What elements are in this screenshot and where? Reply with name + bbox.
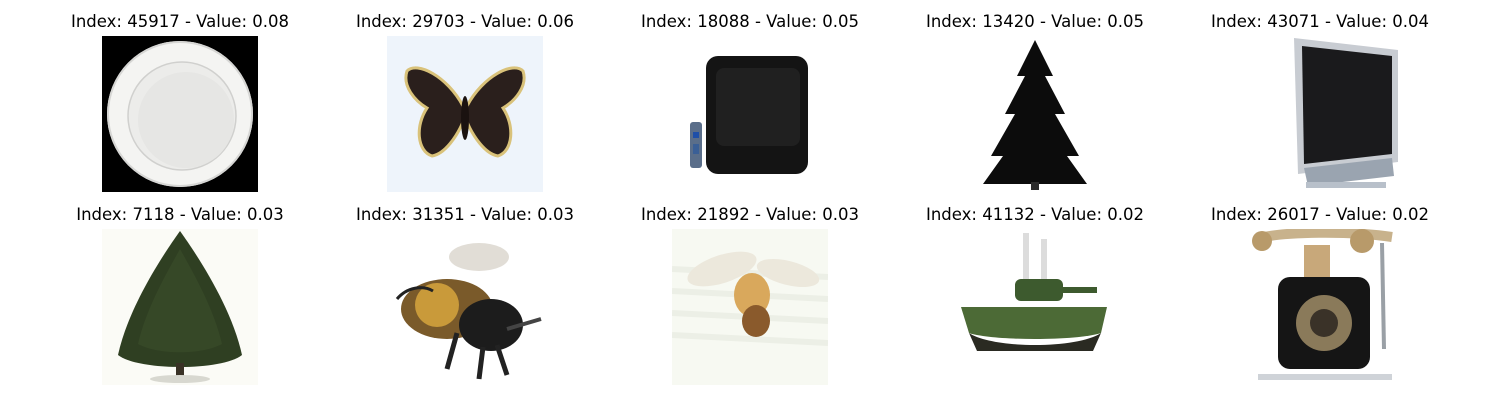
image-title: Index: 18088 - Value: 0.05 xyxy=(640,12,859,31)
image-title: Index: 21892 - Value: 0.03 xyxy=(640,205,859,224)
grid-cell-9: Index: 41132 - Value: 0.02 xyxy=(892,205,1178,395)
butterfly-image xyxy=(387,36,543,192)
image-title: Index: 31351 - Value: 0.03 xyxy=(355,205,574,224)
tank-image xyxy=(957,229,1113,385)
flat-tv-image xyxy=(1242,36,1398,192)
image-title: Index: 13420 - Value: 0.05 xyxy=(925,12,1144,31)
tree-image xyxy=(102,229,258,385)
grid-cell-3: Index: 18088 - Value: 0.05 xyxy=(607,12,893,202)
image-title: Index: 45917 - Value: 0.08 xyxy=(70,12,289,31)
image-title: Index: 26017 - Value: 0.02 xyxy=(1210,205,1429,224)
telephone-image xyxy=(1242,229,1398,385)
grid-cell-10: Index: 26017 - Value: 0.02 xyxy=(1177,205,1463,395)
image-title: Index: 43071 - Value: 0.04 xyxy=(1210,12,1429,31)
image-title: Index: 29703 - Value: 0.06 xyxy=(355,12,574,31)
grid-cell-2: Index: 29703 - Value: 0.06 xyxy=(322,12,608,202)
bee-flight-image xyxy=(672,229,828,385)
pine-tree-image xyxy=(957,36,1113,192)
grid-cell-7: Index: 31351 - Value: 0.03 xyxy=(322,205,608,395)
plate-image xyxy=(102,36,258,192)
grid-cell-4: Index: 13420 - Value: 0.05 xyxy=(892,12,1178,202)
television-image xyxy=(672,36,828,192)
grid-cell-5: Index: 43071 - Value: 0.04 xyxy=(1177,12,1463,202)
bee-image xyxy=(387,229,543,385)
image-title: Index: 41132 - Value: 0.02 xyxy=(925,205,1144,224)
grid-cell-6: Index: 7118 - Value: 0.03 xyxy=(37,205,323,395)
image-title: Index: 7118 - Value: 0.03 xyxy=(76,205,284,224)
grid-cell-8: Index: 21892 - Value: 0.03 xyxy=(607,205,893,395)
grid-cell-1: Index: 45917 - Value: 0.08 xyxy=(37,12,323,202)
